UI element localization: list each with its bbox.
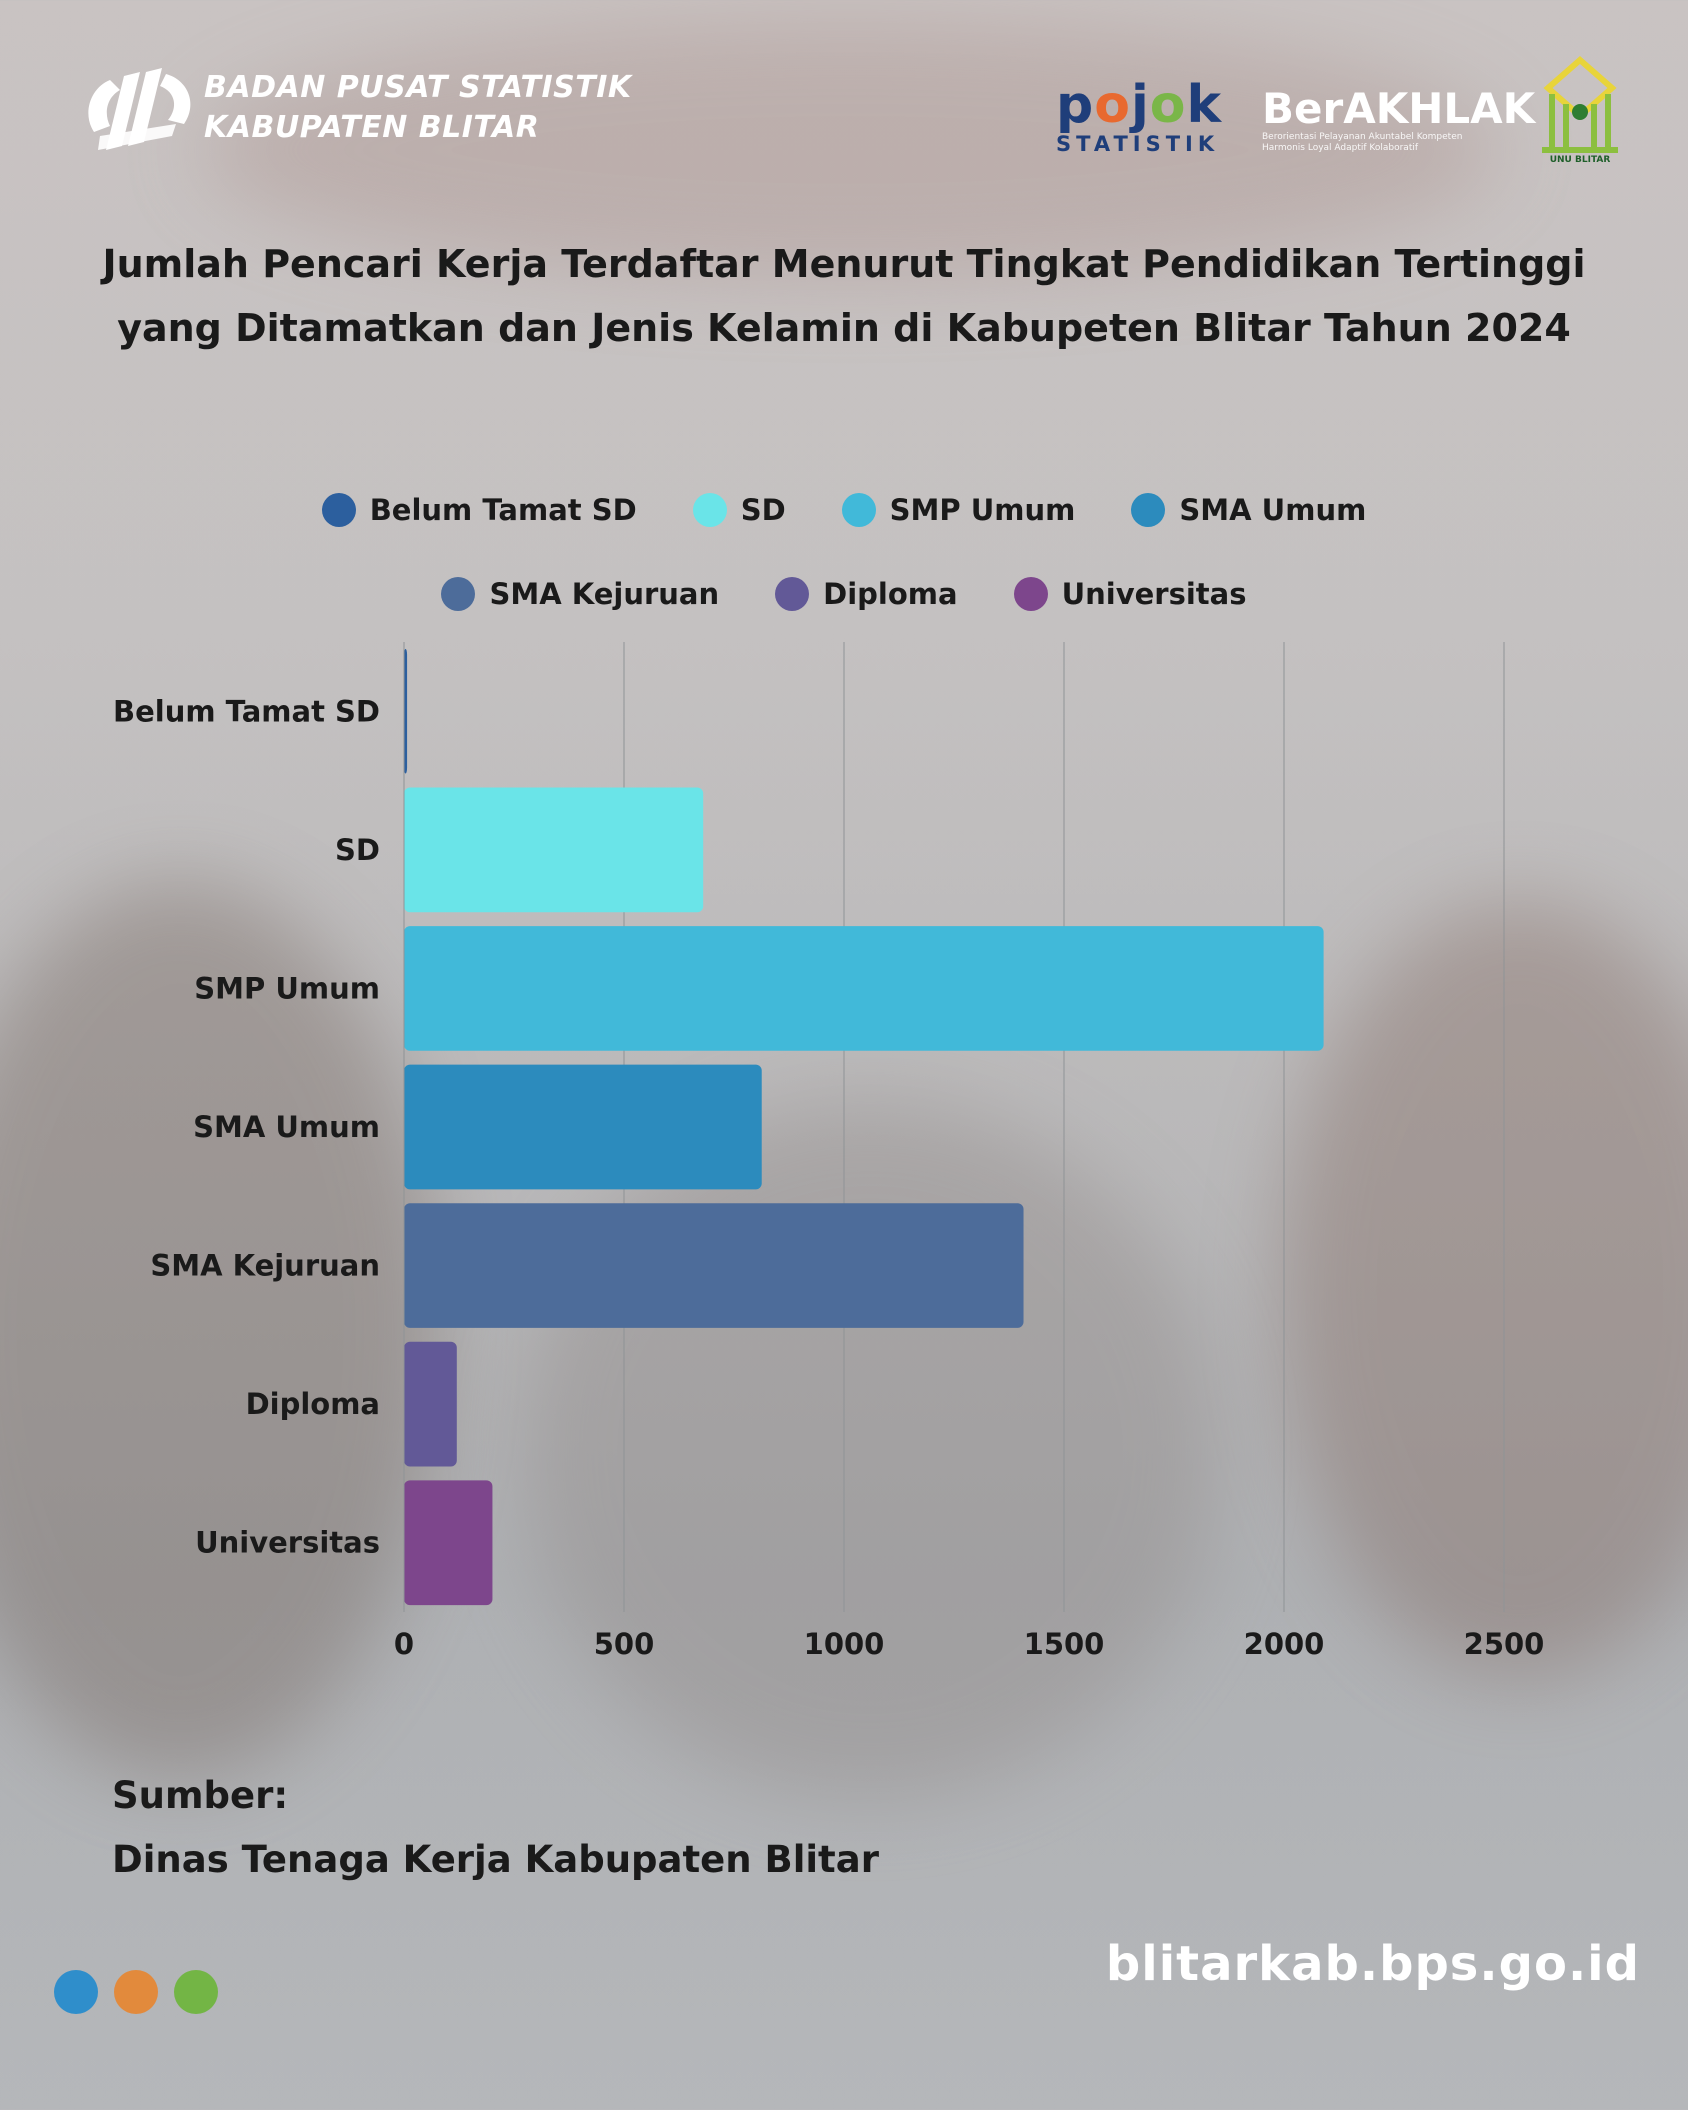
background-shape	[200, 20, 1500, 280]
category-label: SMA Kejuruan	[150, 1249, 380, 1283]
legend-swatch	[775, 577, 810, 611]
header: BADAN PUSAT STATISTIK KABUPATEN BLITAR p…	[0, 0, 1688, 200]
source-label: Sumber:	[112, 1774, 289, 1817]
bar-belum-tamat-sd	[404, 648, 408, 774]
bps-logo-icon	[88, 68, 191, 150]
x-tick-label: 0	[394, 1627, 414, 1661]
background-shape	[1280, 900, 1688, 1680]
x-tick-label: 500	[594, 1627, 655, 1661]
x-tick-label: 2500	[1464, 1627, 1545, 1661]
legend-swatch	[321, 493, 356, 527]
legend-label: Belum Tamat SD	[369, 493, 637, 527]
category-label: SMP Umum	[194, 971, 380, 1005]
bar-smp-umum	[404, 926, 1324, 1051]
background-shape	[0, 880, 440, 1780]
x-tick-label: 1500	[1024, 1627, 1105, 1661]
x-tick-label: 1000	[804, 1627, 885, 1661]
legend-label: Universitas	[1061, 577, 1247, 611]
category-label: Universitas	[195, 1526, 380, 1560]
source-text: Dinas Tenaga Kerja Kabupaten Blitar	[112, 1838, 879, 1881]
bar-diploma	[404, 1341, 457, 1467]
legend-label: SD	[740, 493, 786, 527]
unu-blitar-logo-icon: UNU BLITAR	[1542, 56, 1618, 164]
dot-orange-icon	[114, 1970, 158, 2014]
x-tick-label: 2000	[1244, 1627, 1325, 1661]
dot-green-icon	[174, 1970, 218, 2014]
bar-sma-kejuruan	[404, 1203, 1024, 1328]
bar-universitas	[404, 1480, 493, 1606]
legend-swatch	[1013, 577, 1048, 611]
website-url[interactable]: blitarkab.bps.go.id	[1105, 1936, 1640, 1992]
agency-line2: KABUPATEN BLITAR	[204, 110, 540, 145]
pojok-word: pojok	[1056, 75, 1223, 135]
legend-label: SMA Umum	[1179, 493, 1367, 527]
agency-line1: BADAN PUSAT STATISTIK	[204, 70, 632, 105]
source-block: Sumber: Dinas Tenaga Kerja Kabupaten Bli…	[112, 1764, 879, 1892]
legend-row-1: Belum Tamat SD SD SMP Umum SMA Umum	[0, 468, 1688, 552]
category-label: Diploma	[246, 1387, 380, 1421]
legend-item-universitas: Universitas	[1013, 577, 1247, 611]
bar-sma-umum	[404, 1064, 762, 1190]
berakhlak-word: BerAKHLAK	[1262, 84, 1536, 133]
dot-blue-icon	[54, 1970, 98, 2014]
category-label: SMA Umum	[193, 1110, 380, 1144]
pojok-statistik-logo: pojok STATISTIK	[1056, 75, 1223, 156]
agency-name: BADAN PUSAT STATISTIK KABUPATEN BLITAR	[204, 68, 632, 148]
legend-label: Diploma	[823, 577, 958, 611]
legend-swatch	[692, 493, 727, 527]
legend-label: SMP Umum	[889, 493, 1076, 527]
category-label: SD	[335, 833, 380, 867]
legend-swatch	[441, 577, 476, 611]
legend-item-diploma: Diploma	[775, 577, 958, 611]
legend-swatch	[1131, 493, 1166, 527]
unu-label: UNU BLITAR	[1550, 155, 1611, 164]
legend: Belum Tamat SD SD SMP Umum SMA Umum SMA …	[0, 468, 1688, 636]
bar-sd	[404, 787, 704, 913]
legend-item-sd: SD	[692, 493, 786, 527]
legend-item-smp-umum: SMP Umum	[841, 493, 1076, 527]
legend-label: SMA Kejuruan	[489, 577, 720, 611]
berakhlak-sub: Berorientasi Pelayanan Akuntabel Kompete…	[1262, 132, 1463, 153]
legend-row-2: SMA Kejuruan Diploma Universitas	[0, 552, 1688, 636]
legend-item-sma-kejuruan: SMA Kejuruan	[441, 577, 719, 611]
legend-item-belum-tamat-sd: Belum Tamat SD	[321, 493, 637, 527]
bar-chart: 0 500 1000 1500 2000 2500 Belum Tamat SD SD SMP …	[113, 642, 1545, 1661]
berakhlak-logo: BerAKHLAK Berorientasi Pelayanan Akuntab…	[1262, 84, 1536, 154]
legend-item-sma-umum: SMA Umum	[1131, 493, 1366, 527]
category-label: Belum Tamat SD	[113, 694, 380, 728]
pojok-sub: STATISTIK	[1056, 132, 1220, 156]
chart-title: Jumlah Pencari Kerja Terdaftar Menurut T…	[102, 242, 1586, 350]
legend-swatch	[841, 493, 876, 527]
decorative-dots	[54, 1970, 234, 2014]
